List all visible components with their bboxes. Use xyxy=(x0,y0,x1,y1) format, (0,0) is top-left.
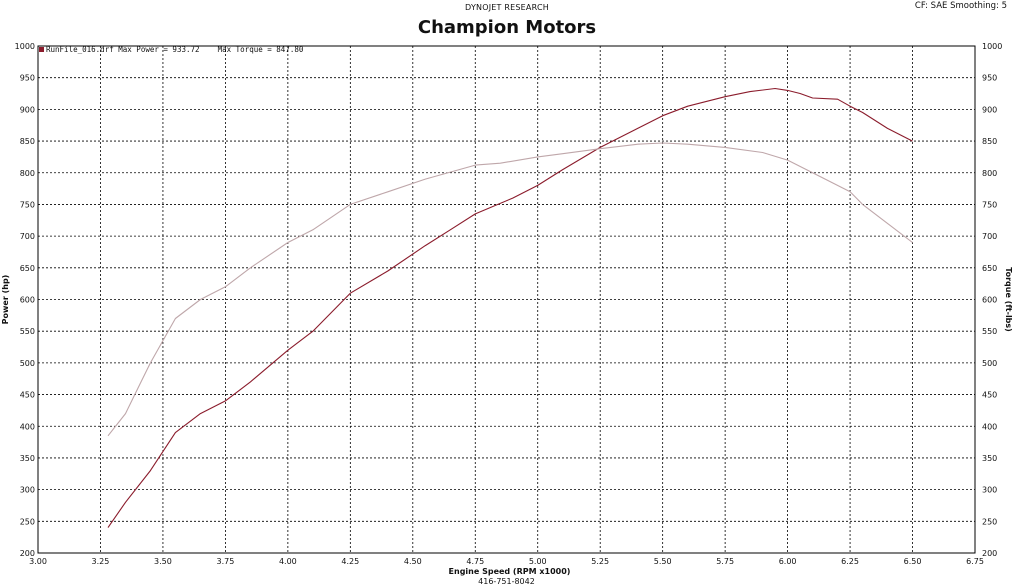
x-axis-label: Engine Speed (RPM x1000) xyxy=(449,567,571,576)
y2-axis-ticks: 200 250 300 350 400 450 500 550 600 650 700 750 800 8… xyxy=(982,42,1002,558)
x-tick-label: 5.25 xyxy=(591,557,609,566)
x-tick-label: 4.75 xyxy=(466,557,484,566)
x-tick-label: 3.75 xyxy=(216,557,234,566)
y2-tick-label: 500 xyxy=(982,359,997,368)
x-axis-ticks: 3.00 3.25 3.50 3.75 4.00 4.25 4.50 4.75 5.00 5.25… xyxy=(29,557,984,566)
footer-phone: 416-751-8042 xyxy=(478,577,535,585)
series-line-torque xyxy=(107,142,913,437)
y-tick-label: 400 xyxy=(20,422,35,431)
y2-tick-label: 250 xyxy=(982,517,997,526)
y-tick-label: 1000 xyxy=(15,42,35,51)
y2-tick-label: 900 xyxy=(982,105,997,114)
y-tick-label: 950 xyxy=(20,74,35,83)
x-tick-label: 6.25 xyxy=(841,557,859,566)
y-tick-label: 550 xyxy=(20,327,35,336)
y-axis-label: Power (hp) xyxy=(1,275,10,325)
x-tick-label: 6.00 xyxy=(779,557,797,566)
y-tick-label: 850 xyxy=(20,137,35,146)
y-tick-label: 250 xyxy=(20,517,35,526)
y2-tick-label: 850 xyxy=(982,137,997,146)
y2-tick-label: 950 xyxy=(982,74,997,83)
x-tick-label: 3.25 xyxy=(92,557,110,566)
x-tick-label: 3.00 xyxy=(29,557,47,566)
chart-title: Champion Motors xyxy=(417,17,597,38)
y2-tick-label: 450 xyxy=(982,391,997,400)
y2-tick-label: 800 xyxy=(982,169,997,178)
y-tick-label: 500 xyxy=(20,359,35,368)
x-tick-label: 4.50 xyxy=(404,557,422,566)
y-tick-label: 350 xyxy=(20,454,35,463)
y2-tick-label: 400 xyxy=(982,422,997,431)
y2-axis-label: Torque (ft-lbs) xyxy=(1004,267,1013,332)
y-tick-label: 750 xyxy=(20,200,35,209)
y2-tick-label: 600 xyxy=(982,296,997,305)
y-tick-label: 200 xyxy=(20,549,35,558)
y-tick-label: 800 xyxy=(20,169,35,178)
plot-frame xyxy=(37,45,976,554)
series-line-power xyxy=(107,87,913,528)
y2-tick-label: 750 xyxy=(982,200,997,209)
y2-tick-label: 350 xyxy=(982,454,997,463)
y-tick-label: 700 xyxy=(20,232,35,241)
y2-tick-label: 550 xyxy=(982,327,997,336)
x-tick-label: 6.50 xyxy=(904,557,922,566)
grid xyxy=(38,46,975,553)
x-tick-label: 5.00 xyxy=(529,557,547,566)
x-tick-label: 4.00 xyxy=(279,557,297,566)
brand-label: DYNOJET RESEARCH xyxy=(465,3,549,12)
y2-tick-label: 300 xyxy=(982,486,997,495)
y2-tick-label: 650 xyxy=(982,264,997,273)
x-tick-label: 4.25 xyxy=(341,557,359,566)
legend-swatch xyxy=(39,47,44,52)
y-tick-label: 300 xyxy=(20,486,35,495)
x-tick-label: 3.50 xyxy=(154,557,172,566)
y-tick-label: 650 xyxy=(20,264,35,273)
x-tick-label: 5.75 xyxy=(716,557,734,566)
y2-tick-label: 200 xyxy=(982,549,997,558)
correction-smoothing-label: CF: SAE Smoothing: 5 xyxy=(914,1,1007,11)
y-tick-label: 600 xyxy=(20,296,35,305)
y2-tick-label: 1000 xyxy=(982,42,1002,51)
x-tick-label: 5.50 xyxy=(654,557,672,566)
series-lines xyxy=(107,87,913,528)
y-tick-label: 900 xyxy=(20,105,35,114)
y-tick-label: 450 xyxy=(20,391,35,400)
y-axis-ticks: 200 250 300 350 400 450 500 550 600 650 700 750 800 8… xyxy=(15,42,35,558)
y2-tick-label: 700 xyxy=(982,232,997,241)
legend-entry: RunFile_016.drf Max Power = 933.72 Max T… xyxy=(46,45,304,54)
x-tick-label: 6.75 xyxy=(966,557,984,566)
